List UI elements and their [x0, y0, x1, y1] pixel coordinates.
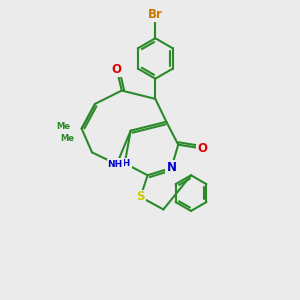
Text: NH: NH — [108, 160, 123, 169]
Text: S: S — [136, 190, 145, 203]
Text: O: O — [112, 63, 122, 76]
Text: O: O — [197, 142, 207, 155]
Text: NH: NH — [116, 159, 131, 168]
Text: Br: Br — [148, 8, 163, 21]
Text: Me: Me — [56, 122, 70, 131]
Text: Me: Me — [60, 134, 74, 142]
Text: N: N — [167, 161, 176, 174]
